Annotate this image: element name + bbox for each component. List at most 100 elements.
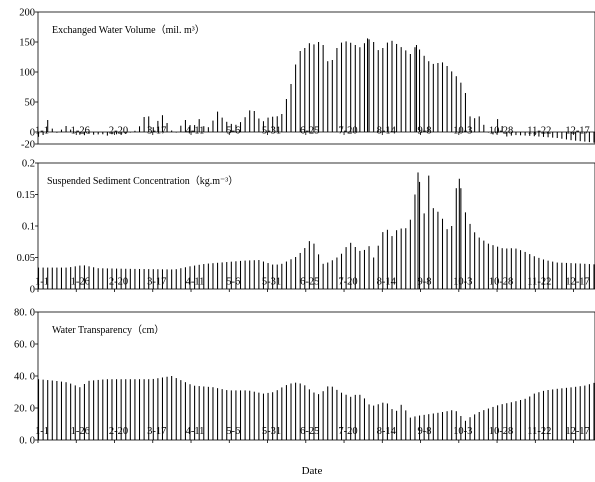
bar: [120, 379, 122, 440]
x-tick-label: 9-8: [418, 277, 432, 288]
bar: [432, 413, 434, 440]
bars: [38, 172, 595, 290]
bar: [441, 218, 444, 289]
bar: [483, 410, 485, 440]
bar: [327, 61, 329, 133]
y-axis: 200 150 100 50 0-20: [19, 8, 38, 151]
bar: [474, 414, 476, 440]
bar: [221, 389, 223, 440]
x-tick-label: 5-31: [262, 126, 281, 137]
bar: [161, 377, 163, 440]
bar: [561, 388, 563, 440]
bar: [455, 411, 457, 440]
bar: [74, 266, 76, 289]
bar: [262, 393, 264, 440]
x-tick-label: 10-28: [489, 277, 514, 288]
bar: [414, 416, 416, 440]
x-tick-label: 4-11: [186, 277, 205, 288]
bar: [157, 378, 159, 440]
bar: [60, 267, 62, 289]
bar: [414, 194, 416, 289]
bar: [285, 99, 287, 132]
x-tick-label: 11-22: [527, 277, 551, 288]
y-axis: 0.2 0.15 0.1 0.05 0: [17, 159, 38, 296]
bar: [336, 48, 338, 132]
bar: [308, 389, 310, 440]
bar: [157, 269, 159, 289]
bar: [345, 394, 347, 440]
bar: [97, 379, 99, 440]
x-tick-label: 10-3: [453, 426, 472, 437]
bar: [217, 262, 219, 289]
x-axis: 1-1 1-26 2-20 3-17 4-11 5-6 5-31 6-25 7-20 8-14 9-…: [35, 426, 590, 443]
x-tick-label: 10-3: [453, 277, 472, 288]
bar: [148, 379, 150, 440]
bar: [70, 129, 72, 132]
bar: [469, 417, 471, 440]
bar: [42, 267, 44, 289]
bar: [579, 386, 581, 440]
bar: [42, 379, 44, 440]
bar: [460, 82, 462, 132]
bar: [38, 132, 40, 137]
bar: [552, 132, 554, 138]
bar: [575, 386, 577, 440]
bar: [497, 405, 499, 440]
bar: [363, 249, 365, 289]
bar: [198, 386, 200, 440]
bar: [272, 116, 274, 132]
bar: [400, 228, 402, 289]
bar: [552, 261, 554, 289]
bar: [368, 246, 370, 289]
bar: [299, 51, 301, 132]
y-tick-label: 0: [30, 285, 35, 296]
bar: [175, 378, 177, 440]
bar: [290, 84, 292, 132]
x-tick-label: 12-17: [565, 426, 590, 437]
panel-water-transparency: 80. 0 60. 0 40. 0 20. 0 0. 0 1-1 1-26 2-20 3-17…: [14, 308, 595, 447]
bar: [120, 132, 122, 135]
bar: [138, 268, 141, 289]
x-tick-label: 12-17: [565, 277, 590, 288]
bar: [588, 264, 590, 289]
bar: [428, 61, 430, 133]
x-tick-label: 7-20: [338, 426, 357, 437]
bar: [129, 268, 131, 289]
bar: [102, 132, 104, 135]
bar: [405, 228, 407, 289]
x-tick-label: 11-22: [527, 126, 551, 137]
bar: [111, 132, 113, 135]
bar: [212, 387, 214, 440]
bar: [207, 263, 209, 289]
bar: [203, 264, 205, 289]
bar: [455, 76, 457, 132]
bar: [194, 125, 196, 132]
bar: [116, 268, 118, 289]
bar: [217, 388, 219, 440]
bar: [207, 127, 209, 132]
bar: [120, 268, 122, 289]
bar: [423, 55, 425, 132]
x-tick-label: 7-20: [338, 126, 357, 137]
bar: [478, 116, 480, 132]
bar: [593, 132, 595, 143]
x-tick-label: 7-20: [338, 277, 357, 288]
bar: [184, 382, 186, 440]
bar: [226, 390, 228, 440]
bar: [51, 267, 53, 289]
bar: [102, 268, 104, 289]
bar: [203, 386, 205, 440]
y-tick-label: 50: [25, 98, 36, 109]
bar: [212, 120, 214, 132]
bar: [561, 132, 563, 139]
bar: [331, 386, 333, 440]
bar: [492, 406, 494, 440]
bar: [542, 132, 545, 137]
bar: [515, 132, 517, 136]
x-tick-label: 3-17: [147, 426, 166, 437]
bar: [350, 396, 352, 440]
bar: [419, 415, 421, 440]
x-tick-label: 9-8: [418, 126, 432, 137]
bar: [492, 245, 494, 289]
